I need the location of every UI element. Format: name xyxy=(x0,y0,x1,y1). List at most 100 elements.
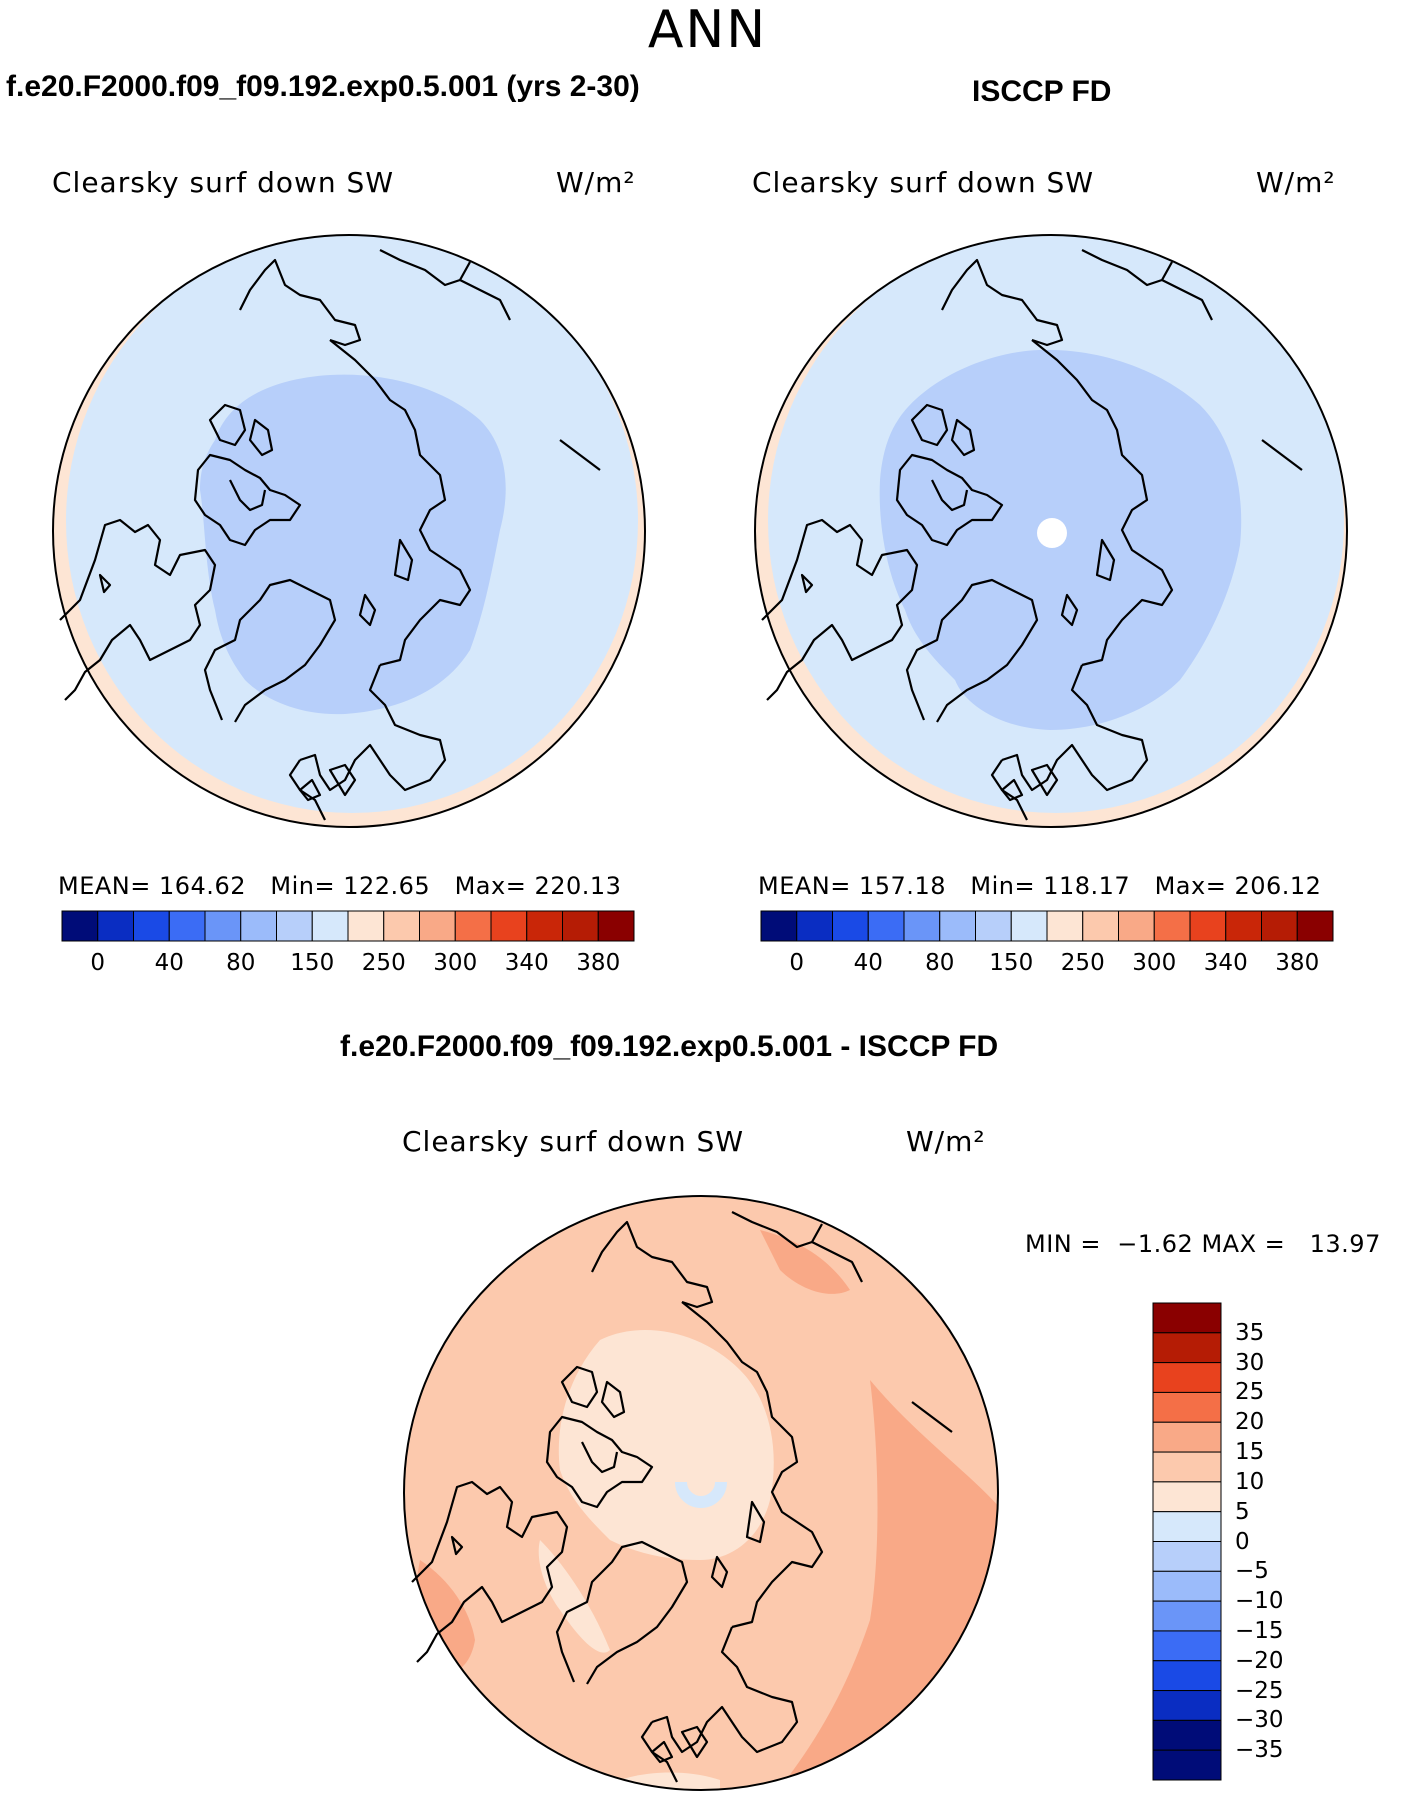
diff-colorbar-box xyxy=(1152,1511,1222,1542)
diff-colorbar-tick-label: −35 xyxy=(1235,1737,1284,1764)
panel1-colorbar-tick-label: 40 xyxy=(154,950,184,976)
diff-panel-title: f.e20.F2000.f09_f09.192.exp0.5.001 - ISC… xyxy=(340,1030,999,1063)
panel2-colorbar-tick-label: 340 xyxy=(1203,950,1248,976)
diff-colorbar-box xyxy=(1152,1570,1222,1602)
diff-colorbar-tick-label: 25 xyxy=(1235,1379,1265,1406)
panel2-colorbar-box xyxy=(1082,910,1119,942)
panel2-colorbar-box xyxy=(1046,910,1084,942)
diff-colorbar-box xyxy=(1152,1749,1222,1781)
panel2-colorbar-box xyxy=(796,910,833,942)
diff-colorbar-box xyxy=(1152,1660,1222,1692)
diff-colorbar-box xyxy=(1152,1481,1222,1513)
panel2-colorbar-tick-label: 380 xyxy=(1275,950,1320,976)
panel1-colorbar-box xyxy=(490,910,528,942)
panel1-colorbar-box xyxy=(454,910,492,942)
diff-field-fill xyxy=(404,1196,998,1790)
diff-minmax: MIN = −1.62 MAX = 13.97 xyxy=(1025,1230,1381,1258)
panel1-colorbar-tick-label: 300 xyxy=(433,950,478,976)
panel1-max-value: 220.13 xyxy=(534,872,622,900)
diff-colorbar-tick-label: 5 xyxy=(1235,1498,1250,1525)
diff-colorbar-box xyxy=(1152,1690,1222,1721)
panel1-colorbar-box xyxy=(204,910,242,942)
diff-colorbar-tick-label: 15 xyxy=(1235,1439,1265,1466)
panel1-mean-value: 164.62 xyxy=(159,872,246,900)
panel2-stats: MEAN= 157.18 Min= 118.17 Max= 206.12 xyxy=(758,872,1322,900)
diff-colorbar-tick-label: −5 xyxy=(1235,1558,1269,1585)
panel1-stats: MEAN= 164.62 Min= 122.65 Max= 220.13 xyxy=(58,872,622,900)
panel2-field-fill xyxy=(755,235,1347,827)
panel1-colorbar-tick-label: 150 xyxy=(290,950,335,976)
panel2-max-value: 206.12 xyxy=(1234,872,1322,900)
diff-colorbar xyxy=(1152,1302,1222,1781)
panel1-colorbar xyxy=(61,910,635,942)
diff-units-label: W/m² xyxy=(906,1125,986,1158)
panel2-colorbar xyxy=(760,910,1334,942)
diff-map-border xyxy=(403,1195,999,1791)
panel1-field-fill xyxy=(53,235,645,827)
panel1-colorbar-box xyxy=(240,910,277,942)
panel2-units-label: W/m² xyxy=(1256,166,1336,199)
coastlines xyxy=(59,249,1303,1783)
panel1-colorbar-tick-label: 250 xyxy=(361,950,406,976)
panel1-colorbar-tick-label: 80 xyxy=(226,950,256,976)
diff-colorbar-box xyxy=(1152,1421,1222,1453)
panel1-colorbar-box xyxy=(168,910,206,942)
diff-colorbar-box xyxy=(1152,1391,1222,1423)
panel1-min-value: 122.65 xyxy=(343,872,431,900)
panel1-colorbar-box xyxy=(597,910,635,942)
panel2-colorbar-box xyxy=(832,910,869,942)
panel2-colorbar-box xyxy=(939,910,976,942)
diff-colorbar-tick-label: −25 xyxy=(1235,1677,1284,1704)
diff-colorbar-tick-label: 35 xyxy=(1235,1319,1265,1346)
panel1-colorbar-box xyxy=(347,910,385,942)
panel2-field-label: Clearsky surf down SW xyxy=(752,166,1095,199)
diff-colorbar-tick-label: 20 xyxy=(1235,1409,1265,1436)
panel1-colorbar-tick-label: 380 xyxy=(576,950,621,976)
diff-colorbar-box xyxy=(1152,1541,1222,1572)
panel1-colorbar-box xyxy=(133,910,170,942)
diff-colorbar-tick-label: −30 xyxy=(1235,1707,1284,1734)
panel2-case-title: ISCCP FD xyxy=(972,75,1112,108)
panel1-colorbar-box xyxy=(97,910,134,942)
panel2-colorbar-tick-label: 80 xyxy=(925,950,955,976)
panel1-case-title: f.e20.F2000.f09_f09.192.exp0.5.001 (yrs … xyxy=(6,70,640,103)
panel1-colorbar-box xyxy=(562,910,599,942)
panel1-colorbar-box xyxy=(526,910,563,942)
panel1-colorbar-tick-label: 0 xyxy=(90,950,106,976)
diff-colorbar-box xyxy=(1152,1630,1222,1662)
panel2-map-border xyxy=(754,234,1348,828)
panel1-colorbar-box xyxy=(419,910,456,942)
panel2-colorbar-box xyxy=(1296,910,1334,942)
panel2-colorbar-tick-label: 300 xyxy=(1132,950,1177,976)
diff-colorbar-tick-label: −10 xyxy=(1235,1588,1284,1615)
panel2-colorbar-box xyxy=(1118,910,1155,942)
panel2-colorbar-box xyxy=(1153,910,1191,942)
panel2-min-value: 118.17 xyxy=(1043,872,1131,900)
panel1-map-border xyxy=(52,234,646,828)
diff-colorbar-tick-label: 30 xyxy=(1235,1349,1265,1376)
panel1-colorbar-box xyxy=(383,910,420,942)
panel1-colorbar-box xyxy=(61,910,99,942)
diff-colorbar-box xyxy=(1152,1451,1222,1483)
panel1-colorbar-box xyxy=(311,910,349,942)
diff-field-label: Clearsky surf down SW xyxy=(402,1125,745,1158)
diff-colorbar-tick-label: −20 xyxy=(1235,1647,1284,1674)
diff-colorbar-tick-label: −15 xyxy=(1235,1617,1284,1644)
page-title: ANN xyxy=(647,0,768,60)
diff-colorbar-box xyxy=(1152,1302,1222,1334)
panel1-units-label: W/m² xyxy=(556,166,636,199)
panel2-colorbar-box xyxy=(1010,910,1048,942)
panel2-colorbar-box xyxy=(1189,910,1227,942)
diff-colorbar-box xyxy=(1152,1362,1222,1393)
panel2-colorbar-box xyxy=(867,910,905,942)
panel1-colorbar-ticks: 0 40 80 150 250 300 340 380 xyxy=(62,950,634,980)
panel2-colorbar-tick-label: 250 xyxy=(1060,950,1105,976)
panel2-colorbar-box xyxy=(760,910,798,942)
panel1-colorbar-tick-label: 340 xyxy=(504,950,549,976)
panel2-colorbar-tick-label: 150 xyxy=(989,950,1034,976)
panel2-colorbar-tick-label: 40 xyxy=(853,950,883,976)
panel2-colorbar-box xyxy=(975,910,1012,942)
diff-min-value: −1.62 xyxy=(1117,1230,1194,1258)
diff-colorbar-box xyxy=(1152,1332,1222,1364)
diff-colorbar-tick-label: 0 xyxy=(1235,1528,1250,1555)
